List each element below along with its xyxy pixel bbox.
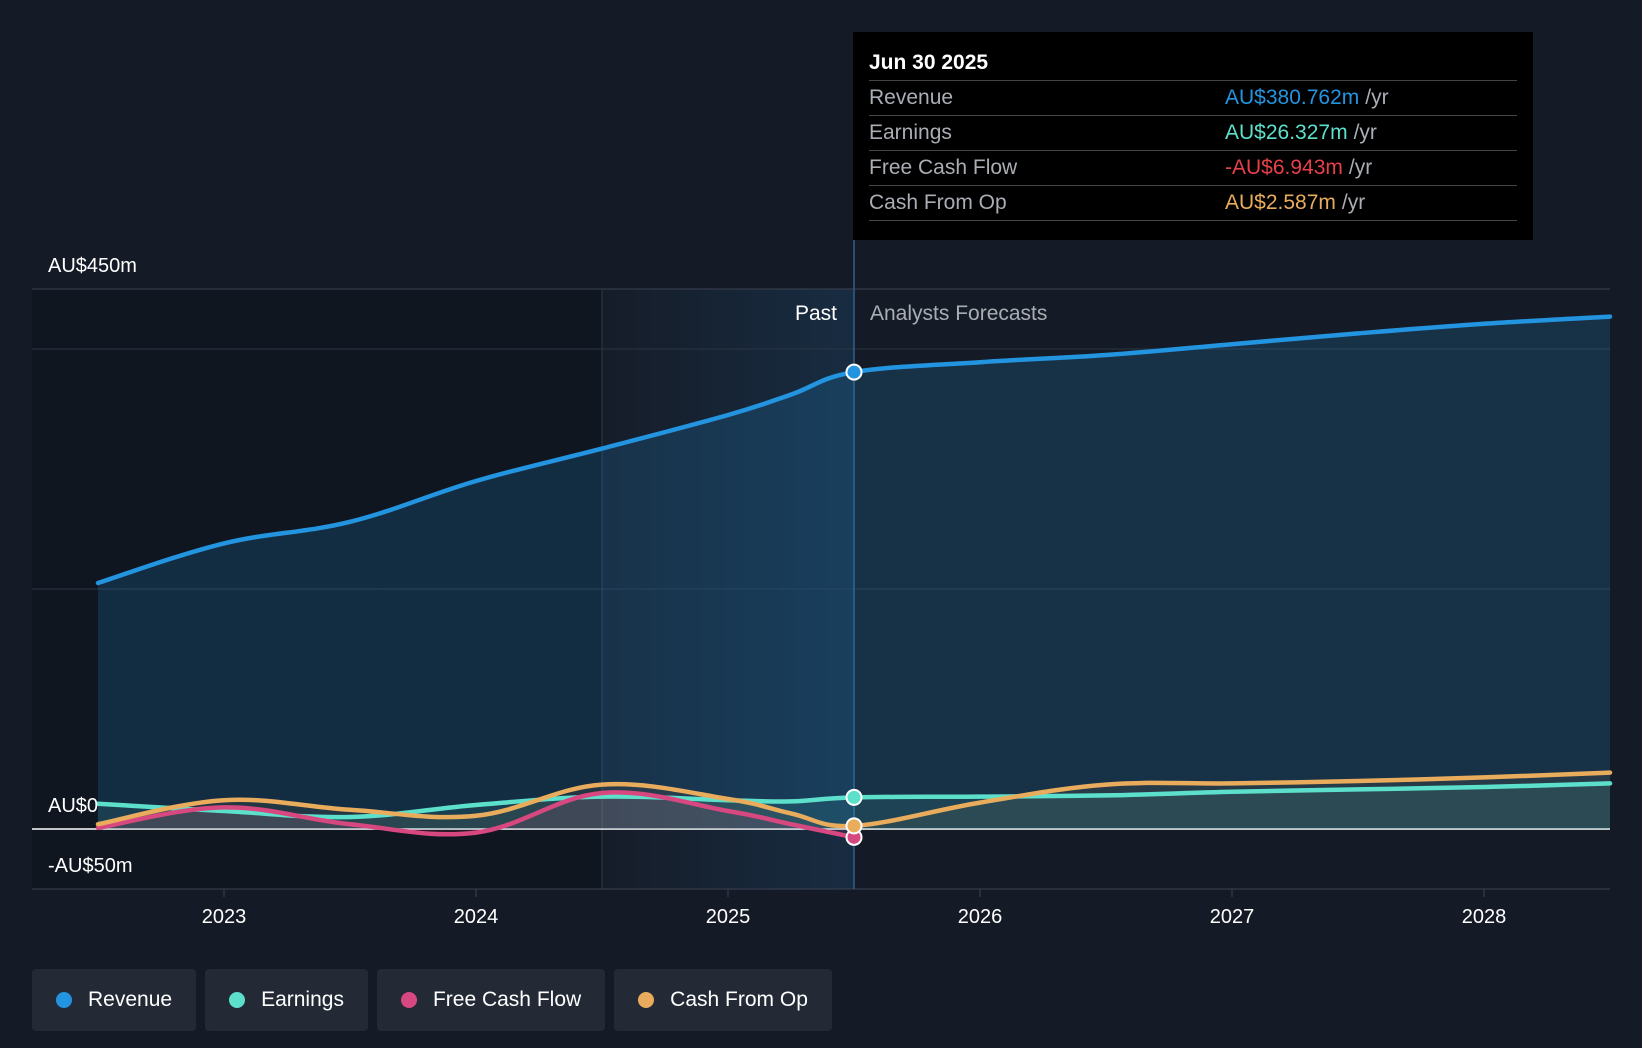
legend-label: Earnings: [261, 988, 344, 1011]
legend-label: Free Cash Flow: [432, 988, 582, 1011]
tooltip-row: Earnings AU$26.327m/yr: [869, 116, 1517, 151]
legend-label: Revenue: [88, 988, 173, 1011]
tooltip-row-unit: /yr: [1365, 86, 1389, 109]
forecast-label: Analysts Forecasts: [870, 302, 1047, 325]
marker-earnings: [845, 788, 863, 806]
area-revenue: [98, 316, 1610, 830]
line-free-cash-flow: [95, 790, 857, 840]
line-revenue: [95, 314, 1613, 586]
y-axis-label: AU$450m: [48, 255, 137, 277]
line-earnings: [95, 781, 1613, 820]
marker-cash-from-op: [845, 817, 863, 835]
legend-item-free-cash-flow[interactable]: Free Cash Flow: [376, 969, 606, 1031]
legend-dot-icon: [638, 992, 655, 1008]
area-free-cash-flow: [98, 792, 854, 838]
tooltip-row-value: AU$2.587m: [1225, 191, 1336, 214]
tooltip-row-value: AU$380.762m: [1225, 86, 1360, 109]
line-cash-from-op: [95, 770, 1613, 829]
tooltip-date: Jun 30 2025: [869, 46, 1517, 81]
legend-dot-icon: [400, 992, 417, 1008]
tooltip-row: Free Cash Flow -AU$6.943m/yr: [869, 151, 1517, 186]
tooltip-row-name: Free Cash Flow: [869, 156, 1018, 179]
tooltip: Jun 30 2025 Revenue AU$380.762m/yr Earning…: [853, 32, 1533, 240]
legend-label: Cash From Op: [670, 988, 808, 1011]
tooltip-row-value: AU$26.327m: [1225, 121, 1348, 144]
tooltip-row-name: Revenue: [869, 86, 954, 109]
x-tick-label: 2023: [202, 906, 247, 928]
tooltip-row: Revenue AU$380.762m/yr: [869, 81, 1517, 116]
x-tick-label: 2025: [706, 906, 751, 928]
tooltip-row-name: Cash From Op: [869, 191, 1007, 214]
y-axis-label: -AU$50m: [48, 855, 132, 877]
x-tick-label: 2026: [958, 906, 1003, 928]
legend-item-revenue[interactable]: Revenue: [32, 969, 197, 1031]
legend: Revenue Earnings Free Cash Flow Cash From O…: [32, 969, 832, 1031]
legend-dot-icon: [56, 992, 72, 1008]
y-axis-label: AU$0: [48, 795, 98, 817]
marker-revenue: [845, 363, 863, 381]
legend-item-earnings[interactable]: Earnings: [205, 969, 368, 1031]
x-tick-label: 2027: [1210, 906, 1255, 928]
legend-dot-icon: [229, 992, 246, 1008]
past-label: Past: [795, 302, 837, 325]
legend-item-cash-from-op[interactable]: Cash From Op: [614, 969, 832, 1031]
tooltip-row-value: -AU$6.943m: [1225, 156, 1343, 179]
area-cash-from-op: [98, 772, 1610, 829]
x-tick-label: 2024: [454, 906, 499, 928]
tooltip-row-unit: /yr: [1353, 121, 1377, 144]
tooltip-row: Cash From Op AU$2.587m/yr: [869, 186, 1517, 221]
tooltip-row-unit: /yr: [1341, 191, 1366, 214]
x-tick-label: 2028: [1462, 906, 1507, 928]
tooltip-row-unit: /yr: [1348, 156, 1373, 179]
tooltip-row-name: Earnings: [869, 121, 952, 144]
